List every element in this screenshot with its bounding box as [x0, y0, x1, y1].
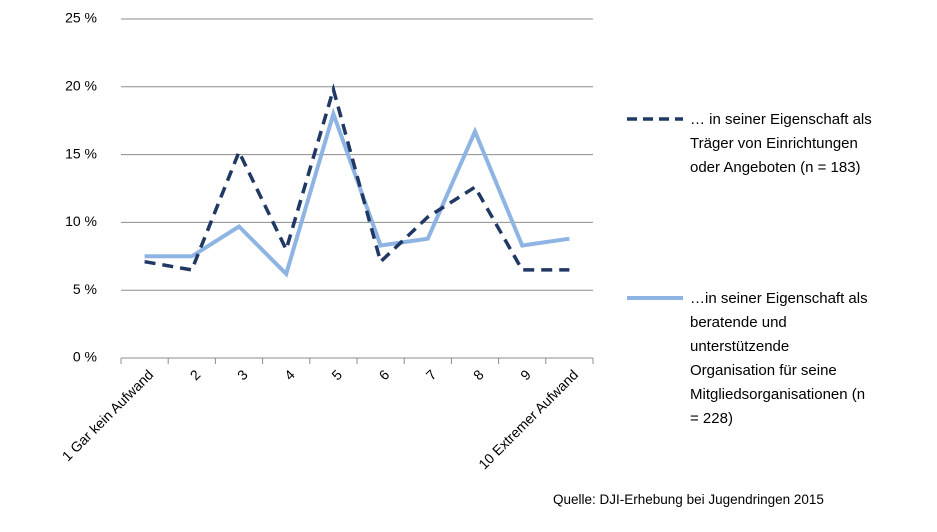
x-tick-label: 1 Gar kein Aufwand	[59, 366, 157, 464]
x-axis: 1 Gar kein Aufwand 2 3 4 5 6 7 8 910 Extremer Au…	[59, 358, 593, 472]
x-tick-label: 2	[187, 366, 204, 383]
legend-label: Organisation für seine	[690, 362, 837, 379]
x-tick-label: 5	[328, 366, 345, 383]
y-tick-label: 10 %	[65, 213, 97, 229]
y-tick-label: 5 %	[73, 281, 97, 297]
source-note: Quelle: DJI-Erhebung bei Jugendringen 20…	[553, 492, 824, 507]
legend-label: …in seiner Eigenschaft als	[690, 290, 868, 307]
x-tick-label: 6	[376, 366, 393, 383]
gridlines	[121, 19, 593, 358]
series-line-beratend	[145, 114, 570, 274]
y-tick-label: 25 %	[65, 10, 97, 26]
legend: … in seiner Eigenschaft als Träger von Ei…	[627, 111, 872, 427]
legend-label: = 228)	[690, 410, 733, 427]
y-tick-label: 0 %	[73, 349, 97, 365]
y-tick-label: 20 %	[65, 78, 97, 94]
legend-label: Mitgliedsorganisationen (n	[690, 386, 865, 403]
series-line-traeger	[145, 90, 570, 270]
legend-label: unterstützende	[690, 338, 789, 355]
x-tick-label: 4	[281, 366, 298, 383]
x-tick-label: 9	[517, 366, 534, 383]
legend-label: beratende und	[690, 314, 787, 331]
legend-label: oder Angeboten (n = 183)	[690, 159, 861, 176]
legend-label: Träger von Einrichtungen	[690, 135, 858, 152]
x-tick-label: 8	[470, 366, 487, 383]
y-tick-label: 15 %	[65, 145, 97, 161]
x-tick-label: 7	[423, 366, 440, 383]
legend-label: … in seiner Eigenschaft als	[690, 111, 872, 128]
x-tick-label: 3	[234, 366, 251, 383]
series-lines	[145, 90, 570, 274]
y-axis-ticks: 0 % 5 % 10 % 15 % 20 % 25 %	[65, 10, 97, 365]
